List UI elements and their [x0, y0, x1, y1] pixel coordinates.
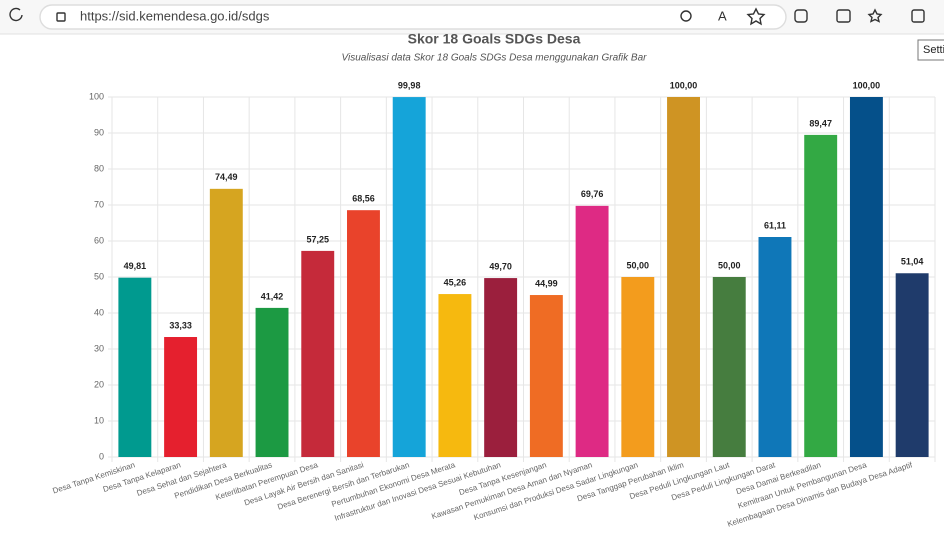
bar	[392, 97, 426, 458]
bar	[712, 277, 746, 457]
y-tick-label: 90	[94, 127, 104, 137]
value-label: 50,00	[718, 260, 741, 270]
y-tick-label: 40	[94, 307, 104, 317]
bar	[438, 294, 472, 457]
favorites-icon[interactable]	[867, 8, 883, 23]
tooltip-text: Setti	[923, 44, 944, 56]
value-label: 44,99	[535, 278, 558, 288]
value-label: 45,26	[444, 277, 467, 287]
collections-icon[interactable]	[911, 9, 925, 23]
value-label: 61,11	[764, 220, 786, 230]
bar	[758, 237, 792, 457]
value-label: 51,04	[901, 257, 924, 267]
chart-subtitle: Visualisasi data Skor 18 Goals SDGs Desa…	[342, 53, 648, 64]
bar	[804, 134, 838, 457]
y-tick-label: 10	[94, 415, 104, 425]
extensions-icon[interactable]	[794, 9, 808, 23]
value-label: 49,70	[489, 261, 512, 271]
zoom-icon[interactable]	[680, 10, 692, 22]
value-label: 100,00	[670, 80, 698, 90]
y-tick-label: 20	[94, 379, 104, 389]
value-label: 89,47	[809, 118, 832, 128]
bar	[529, 295, 563, 457]
value-label: 49,81	[124, 261, 147, 271]
y-tick-label: 70	[94, 199, 104, 209]
bar	[209, 188, 243, 457]
value-label: 68,56	[352, 194, 375, 204]
value-label: 50,00	[627, 260, 650, 270]
read-aloud-icon[interactable]: A	[718, 8, 727, 23]
y-tick-label: 100	[89, 91, 104, 101]
value-label: 99,98	[398, 80, 421, 90]
bar	[118, 277, 152, 457]
value-label: 100,00	[853, 80, 881, 90]
y-tick-label: 50	[94, 271, 104, 281]
bar	[164, 337, 198, 457]
value-label: 69,76	[581, 189, 604, 199]
split-screen-icon[interactable]	[836, 9, 851, 23]
bar	[849, 97, 883, 457]
bar	[895, 273, 929, 457]
value-label: 33,33	[169, 320, 192, 330]
site-info-icon[interactable]	[56, 12, 66, 22]
bar	[621, 277, 655, 457]
bar	[575, 205, 609, 457]
address-bar[interactable]	[39, 4, 787, 30]
reload-button[interactable]	[9, 7, 23, 22]
bar	[301, 250, 335, 457]
y-tick-label: 60	[94, 235, 104, 245]
bar	[347, 210, 380, 457]
value-label: 57,25	[306, 234, 329, 244]
value-label: 74,49	[215, 172, 238, 182]
y-tick-label: 0	[99, 451, 104, 461]
chart-title: Skor 18 Goals SDGs Desa	[408, 31, 581, 47]
y-tick-label: 80	[94, 163, 104, 173]
favorite-icon[interactable]	[746, 7, 766, 26]
bar	[255, 307, 289, 457]
bar	[667, 97, 700, 457]
url-text[interactable]: https://sid.kemendesa.go.id/sdgs	[80, 8, 270, 23]
y-tick-label: 30	[94, 343, 104, 353]
tooltip	[917, 39, 944, 61]
value-label: 41,42	[261, 291, 284, 301]
bar	[484, 278, 518, 457]
